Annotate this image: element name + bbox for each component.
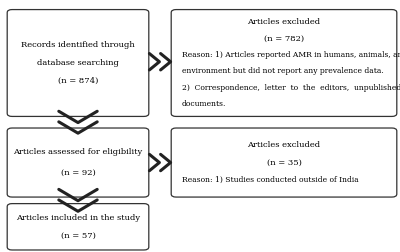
Text: Reason: 1) Studies conducted outside of India: Reason: 1) Studies conducted outside of … xyxy=(182,176,359,184)
Text: (n = 57): (n = 57) xyxy=(60,232,96,240)
Text: 2)  Correspondence,  letter  to  the  editors,  unpublished: 2) Correspondence, letter to the editors… xyxy=(182,84,400,91)
FancyBboxPatch shape xyxy=(7,10,149,116)
Text: documents.: documents. xyxy=(182,100,226,108)
FancyBboxPatch shape xyxy=(171,10,397,116)
Text: environment but did not report any prevalence data.: environment but did not report any preva… xyxy=(182,67,384,75)
Text: (n = 782): (n = 782) xyxy=(264,35,304,42)
FancyBboxPatch shape xyxy=(171,128,397,197)
Text: (n = 92): (n = 92) xyxy=(61,169,95,177)
Text: Articles excluded: Articles excluded xyxy=(248,18,320,26)
Text: (n = 874): (n = 874) xyxy=(58,77,98,85)
Text: Articles assessed for eligibility: Articles assessed for eligibility xyxy=(13,148,143,156)
Text: Records identified through: Records identified through xyxy=(21,41,135,49)
Text: Reason: 1) Articles reported AMR in humans, animals, and the: Reason: 1) Articles reported AMR in huma… xyxy=(182,51,400,59)
FancyBboxPatch shape xyxy=(7,128,149,197)
Text: (n = 35): (n = 35) xyxy=(266,159,302,167)
Text: Articles excluded: Articles excluded xyxy=(248,141,320,149)
Text: database searching: database searching xyxy=(37,59,119,67)
Text: Articles included in the study: Articles included in the study xyxy=(16,214,140,222)
FancyBboxPatch shape xyxy=(7,204,149,250)
